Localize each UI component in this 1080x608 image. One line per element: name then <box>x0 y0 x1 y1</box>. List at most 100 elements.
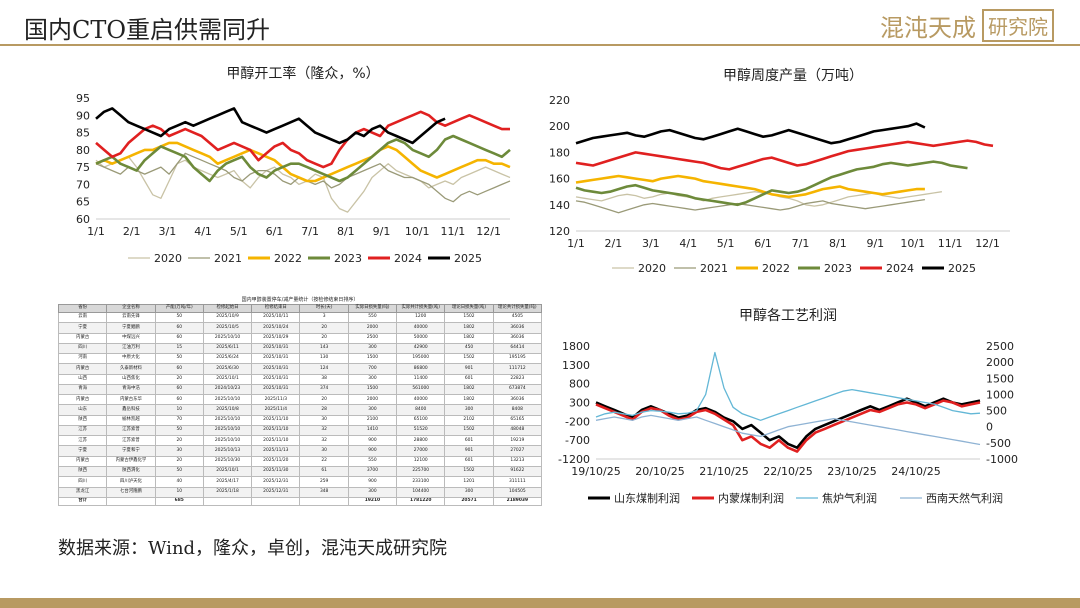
table-cell: 601 <box>444 435 494 447</box>
table-cell: 江苏索普 <box>106 424 156 437</box>
table-row: 青海 青海中浩 60 2024/10/23 2025/10/31 374 1500 56100… <box>57 383 543 396</box>
x-tick-label: 10/1 <box>405 225 430 238</box>
table-cell: 20 <box>154 435 204 447</box>
table-cell: 550 <box>347 311 398 324</box>
y-tick-label: 180 <box>549 146 570 159</box>
table-cell: 700 <box>347 363 398 375</box>
table-cell: 山西焦化 <box>106 373 156 385</box>
table-cell: 64414 <box>492 342 543 355</box>
y-tick-label: 120 <box>549 225 570 238</box>
table-cell: 22823 <box>492 373 543 385</box>
table-cell: 2025/10/24 <box>251 322 301 334</box>
x-tick-label: 21/10/25 <box>699 465 748 478</box>
table-cell: 2025/10/10 <box>202 394 253 406</box>
table-row: 四川 江油万利 15 2025/6/11 2025/10/31 143 300 42900 45… <box>57 342 543 355</box>
x-tick-label: 11/1 <box>441 225 466 238</box>
table-header-cell: 产能(万吨/年) <box>154 304 204 313</box>
table-cell: 19219 <box>492 435 543 447</box>
table-cell: 70 <box>154 414 204 426</box>
table-row: 陕西 陕西渭化 50 2025/10/1 2025/11/30 61 3700 225700 1… <box>57 465 543 478</box>
table-cell: 225700 <box>396 465 446 478</box>
x-tick-label: 9/1 <box>866 237 884 250</box>
table-cell: 50 <box>154 353 204 365</box>
table-cell: 30 <box>154 445 204 457</box>
legend-label: 2021 <box>700 262 728 275</box>
table-cell: 2025/11/10 <box>251 435 301 447</box>
table-cell: 2024/10/23 <box>202 383 253 396</box>
table-cell: 195195 <box>492 353 543 365</box>
table-cell: 七台河隆鹏 <box>106 486 156 498</box>
table-cell: 374 <box>299 383 349 396</box>
table-caption: 国内甲醇装置停车/减产量统计（按检修结束日排序） <box>241 297 359 303</box>
table-header-cell: 时长(天) <box>299 304 349 313</box>
profit-chart: 甲醇各工艺利润 -1200 -700 -200 300 800 1300 1800 -1000 -… <box>558 307 1018 505</box>
table-total-row: 合计 685 19210 1781220 20571 2189039 <box>57 496 543 507</box>
table-cell: 1201 <box>444 476 494 488</box>
table-header-cell: 省份 <box>57 304 108 313</box>
legend-label: 2024 <box>394 252 422 265</box>
brand-logo: 混沌天成 研究院 <box>880 8 1054 43</box>
table-cell: 50 <box>154 465 204 478</box>
table-cell: 10 <box>154 486 204 498</box>
table-cell: 601 <box>444 455 494 467</box>
y2-tick-label: -500 <box>986 437 1011 450</box>
table-cell: 2025/10/10 <box>202 332 253 344</box>
table-row: 山西 山西焦化 20 2025/10/1 2025/10/31 38 300 11400 601… <box>57 373 543 385</box>
brand-name: 混沌天成 <box>880 14 976 42</box>
table-cell: 300 <box>347 373 398 385</box>
table-row: 山东 鑫岳科技 10 2025/10/8 2025/11/4 28 300 8400 300 84… <box>57 404 543 416</box>
table-cell: 内蒙古 <box>57 332 108 344</box>
x-tick-label: 23/10/25 <box>827 465 876 478</box>
table-row: 河南 中原大化 50 2025/6/24 2025/10/31 130 1500 195000… <box>57 353 543 365</box>
table-cell: 1500 <box>347 353 398 365</box>
x-tick-label: 24/10/25 <box>891 465 940 478</box>
table-row: 内蒙古 内蒙古伊鑫化学 20 2025/10/30 2025/11/20 22 550 121… <box>57 455 543 467</box>
table-cell: 36036 <box>492 394 543 406</box>
table-cell: 黑龙江 <box>57 486 108 498</box>
y-tick-label: 160 <box>549 173 570 186</box>
table-cell: 四川泸天化 <box>106 476 156 488</box>
table-cell: 50 <box>154 311 204 324</box>
table-cell: 2025/6/30 <box>202 363 253 375</box>
table-cell: 36036 <box>492 322 543 334</box>
x-tick-label: 19/10/25 <box>571 465 620 478</box>
y2-tick-label: 2000 <box>986 356 1014 369</box>
table-cell: 2100 <box>347 414 398 426</box>
table-cell: 2025/10/31 <box>251 363 301 375</box>
table-cell: 宁夏 <box>57 445 108 457</box>
x-tick-label: 7/1 <box>792 237 810 250</box>
series-line-2023 <box>95 134 511 183</box>
table-cell: 15 <box>154 342 204 355</box>
table-row: 四川 四川泸天化 40 2025/4/17 2025/12/31 259 900 233100… <box>57 476 543 488</box>
legend-label: 2025 <box>948 262 976 275</box>
table-cell: 65165 <box>492 414 543 426</box>
table-cell: 1502 <box>444 311 494 324</box>
series-line-2025 <box>95 107 446 145</box>
table-cell: 130 <box>299 353 349 365</box>
table-total-cell <box>251 496 301 507</box>
x-tick-label: 2/1 <box>123 225 141 238</box>
y-tick-label: 220 <box>549 94 570 107</box>
table-cell: 450 <box>444 342 494 355</box>
y-tick-label: 140 <box>549 199 570 212</box>
table-cell: 901 <box>444 445 494 457</box>
table-cell: 143 <box>299 342 349 355</box>
table-cell: 青海 <box>57 383 108 396</box>
table-cell: 195000 <box>396 353 446 365</box>
table-header-cell: 理论日损失量(吨) <box>444 304 494 313</box>
table-cell: 四川 <box>57 342 108 355</box>
table-cell: 2025/11/3 <box>251 394 301 406</box>
y-tick-label: -200 <box>565 415 590 428</box>
brand-seal: 研究院 <box>982 9 1054 42</box>
table-cell: 259 <box>299 476 349 488</box>
y-tick-label: 1300 <box>562 359 590 372</box>
y2-tick-label: 1000 <box>986 388 1014 401</box>
chart-title: 甲醇周度产量（万吨） <box>723 67 863 84</box>
table-cell: 1502 <box>444 353 494 365</box>
x-tick-label: 1/1 <box>87 225 105 238</box>
y-tick-label: 75 <box>76 161 90 174</box>
x-tick-label: 11/1 <box>938 237 963 250</box>
table-header-cell: 实际共计损失量(吨) <box>396 304 446 313</box>
table-cell: 1502 <box>444 424 494 437</box>
x-tick-label: 9/1 <box>373 225 391 238</box>
